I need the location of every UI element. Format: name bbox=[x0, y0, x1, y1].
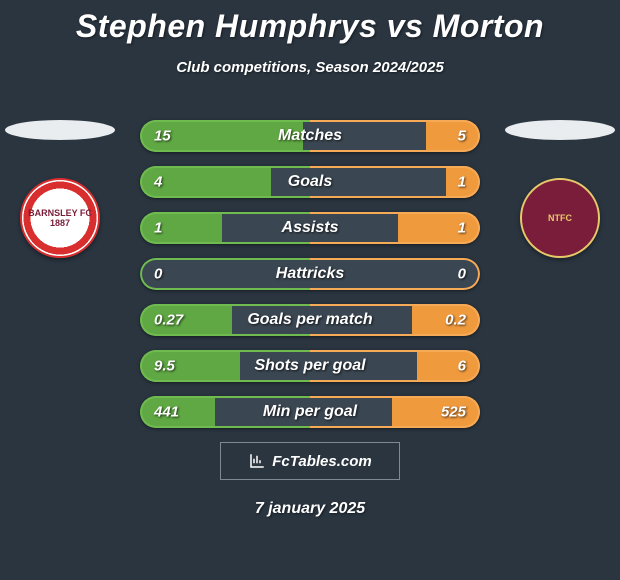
stat-row: Goals 4 1 bbox=[140, 166, 480, 198]
stat-value-left: 15 bbox=[154, 128, 171, 145]
player-left-block: BARNSLEY FC 1887 bbox=[0, 120, 120, 258]
stats-bars: Matches 15 5 Goals 4 1 Assists 1 1 Hattricks 0 0 Goa… bbox=[140, 120, 480, 428]
crest-left-label: BARNSLEY FC 1887 bbox=[28, 208, 92, 228]
stat-value-left: 0.27 bbox=[154, 312, 183, 329]
stat-value-right: 6 bbox=[458, 358, 466, 375]
stat-value-left: 9.5 bbox=[154, 358, 175, 375]
subtitle: Club competitions, Season 2024/2025 bbox=[0, 59, 620, 76]
stat-value-right: 1 bbox=[458, 174, 466, 191]
stat-value-right: 0 bbox=[458, 266, 466, 283]
stat-row: Min per goal 441 525 bbox=[140, 396, 480, 428]
stat-value-left: 4 bbox=[154, 174, 162, 191]
stat-label: Shots per goal bbox=[254, 357, 365, 375]
stat-value-left: 1 bbox=[154, 220, 162, 237]
stat-row: Goals per match 0.27 0.2 bbox=[140, 304, 480, 336]
stat-label: Min per goal bbox=[263, 403, 357, 421]
stat-row: Hattricks 0 0 bbox=[140, 258, 480, 290]
stat-row: Matches 15 5 bbox=[140, 120, 480, 152]
watermark: FcTables.com bbox=[220, 442, 400, 480]
date-text: 7 january 2025 bbox=[255, 500, 365, 518]
chart-icon bbox=[248, 452, 266, 470]
stat-row: Shots per goal 9.5 6 bbox=[140, 350, 480, 382]
player-left-crest: BARNSLEY FC 1887 bbox=[20, 178, 100, 258]
stat-label: Goals bbox=[288, 173, 332, 191]
player-left-ellipse bbox=[5, 120, 115, 140]
stat-value-left: 441 bbox=[154, 404, 179, 421]
player-right-crest: NTFC bbox=[520, 178, 600, 258]
stat-value-right: 525 bbox=[441, 404, 466, 421]
player-right-block: NTFC bbox=[500, 120, 620, 258]
player-right-ellipse bbox=[505, 120, 615, 140]
stat-value-right: 0.2 bbox=[445, 312, 466, 329]
crest-left-text: BARNSLEY FC bbox=[28, 208, 92, 218]
stat-value-right: 1 bbox=[458, 220, 466, 237]
crest-left-sub: 1887 bbox=[28, 218, 92, 228]
stat-value-left: 0 bbox=[154, 266, 162, 283]
stat-label: Hattricks bbox=[276, 265, 344, 283]
stat-label: Matches bbox=[278, 127, 342, 145]
crest-right-label: NTFC bbox=[548, 213, 572, 223]
page-title: Stephen Humphrys vs Morton bbox=[0, 0, 620, 45]
stat-value-right: 5 bbox=[458, 128, 466, 145]
stat-row: Assists 1 1 bbox=[140, 212, 480, 244]
watermark-text: FcTables.com bbox=[272, 453, 371, 470]
stat-label: Goals per match bbox=[247, 311, 372, 329]
stat-label: Assists bbox=[282, 219, 339, 237]
